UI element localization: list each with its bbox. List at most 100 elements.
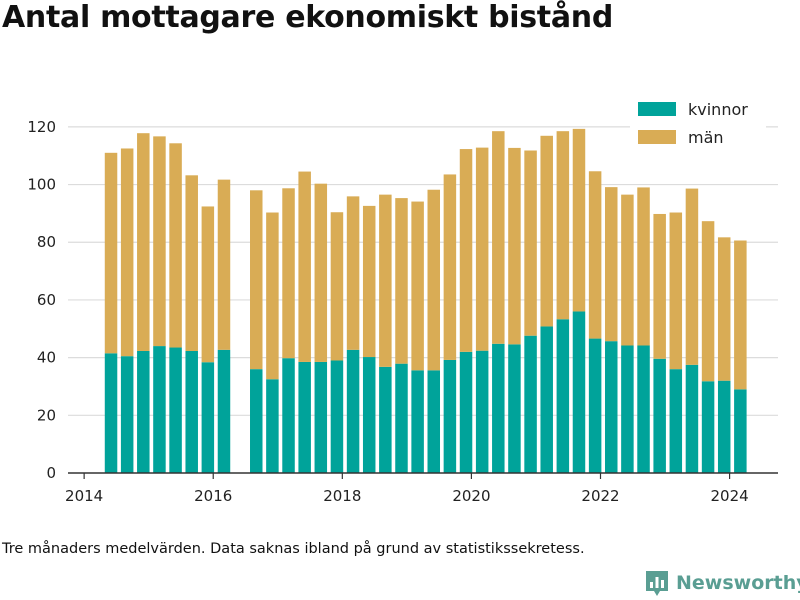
bar-kvinnor — [572, 311, 586, 473]
bar-man — [572, 128, 586, 312]
bar-kvinnor — [137, 350, 150, 473]
bar-kvinnor — [153, 346, 166, 473]
bar-man — [701, 221, 715, 382]
bar-man — [508, 147, 521, 345]
bar-kvinnor — [314, 361, 328, 473]
legend-swatch — [638, 102, 676, 116]
bar-kvinnor — [185, 350, 198, 473]
bar-man — [588, 171, 602, 339]
bar-man — [104, 152, 118, 354]
bar-man — [685, 188, 699, 365]
bar-kvinnor — [669, 369, 683, 473]
y-tick-label: 120 — [27, 118, 56, 136]
legend[interactable]: kvinnor män — [630, 95, 766, 157]
bar-kvinnor — [169, 347, 182, 473]
bar-kvinnor — [330, 360, 344, 473]
bar-kvinnor — [492, 343, 505, 473]
bar-kvinnor — [524, 335, 537, 473]
axes: 0 20 40 60 80 100 120 2014 2016 2018 2020 2022 2024 — [27, 118, 778, 505]
brand-logo[interactable]: Newsworthy — [644, 569, 800, 597]
bar-kvinnor — [685, 364, 699, 473]
bar-man — [201, 206, 215, 363]
y-tick-label: 20 — [37, 406, 56, 424]
bar-kvinnor — [556, 319, 570, 473]
bar-man — [669, 212, 683, 370]
bar-kvinnor — [411, 370, 424, 473]
bar-kvinnor — [282, 358, 295, 473]
bar-kvinnor — [508, 344, 521, 473]
bar-chart-logo-icon — [646, 571, 668, 596]
bar-man — [556, 131, 570, 320]
bar-man — [298, 171, 311, 362]
bar-man — [266, 212, 279, 380]
bar-kvinnor — [621, 345, 634, 473]
bar-man — [443, 174, 457, 360]
y-tick-label: 100 — [27, 176, 56, 194]
x-tick-label: 2022 — [581, 487, 619, 505]
chart-title: Antal mottagare ekonomiskt bistånd — [2, 0, 614, 35]
bar-man — [362, 205, 376, 358]
bar-man — [169, 143, 182, 348]
bars — [104, 128, 747, 473]
bar-kvinnor — [701, 381, 715, 473]
bar-man — [717, 237, 731, 381]
bar-kvinnor — [217, 349, 231, 473]
bar-man — [282, 188, 295, 359]
bar-man — [250, 190, 263, 370]
y-tick-label: 40 — [37, 349, 56, 367]
bar-kvinnor — [120, 356, 134, 473]
y-tick-label: 80 — [37, 233, 56, 251]
bar-man — [153, 136, 166, 347]
bar-kvinnor — [637, 345, 650, 473]
bar-kvinnor — [443, 359, 457, 473]
y-tick-label: 0 — [46, 464, 56, 482]
x-tick-label: 2018 — [323, 487, 361, 505]
bar-man — [605, 187, 618, 342]
bar-kvinnor — [201, 362, 215, 473]
bar-man — [330, 212, 344, 361]
bar-man — [185, 175, 198, 351]
bar-man — [120, 148, 134, 357]
bar-man — [734, 240, 747, 390]
bar-man — [459, 149, 473, 352]
bar-kvinnor — [346, 349, 360, 473]
x-tick-label: 2024 — [710, 487, 748, 505]
bar-man — [637, 187, 650, 346]
bar-man — [411, 201, 424, 371]
bar-kvinnor — [605, 341, 618, 473]
bar-kvinnor — [395, 363, 408, 473]
bar-man — [492, 131, 505, 344]
bar-kvinnor — [427, 370, 441, 473]
x-tick-label: 2020 — [452, 487, 490, 505]
bar-kvinnor — [588, 338, 602, 473]
bar-man — [475, 147, 489, 351]
bar-kvinnor — [104, 353, 118, 473]
bar-kvinnor — [362, 357, 376, 473]
legend-label[interactable]: kvinnor — [688, 100, 748, 119]
bar-man — [137, 133, 150, 351]
legend-swatch — [638, 130, 676, 144]
bar-kvinnor — [379, 366, 392, 473]
x-tick-label: 2016 — [194, 487, 232, 505]
footnote: Tre månaders medelvärden. Data saknas ib… — [2, 541, 585, 557]
x-tick-label: 2014 — [65, 487, 103, 505]
bar-kvinnor — [475, 350, 489, 473]
bar-man — [217, 179, 231, 350]
bar-kvinnor — [540, 326, 553, 473]
bar-man — [379, 194, 392, 367]
bar-man — [540, 135, 553, 327]
bar-kvinnor — [266, 379, 279, 473]
brand-name: Newsworthy — [676, 572, 800, 594]
bar-kvinnor — [717, 380, 731, 473]
bar-man — [621, 194, 634, 346]
bar-man — [653, 213, 666, 359]
bar-kvinnor — [250, 369, 263, 473]
bar-kvinnor — [653, 358, 666, 473]
bar-man — [427, 189, 441, 371]
bar-kvinnor — [734, 389, 747, 473]
legend-label[interactable]: män — [688, 128, 724, 147]
bar-kvinnor — [298, 361, 311, 473]
bar-kvinnor — [459, 351, 473, 473]
bar-man — [346, 196, 360, 350]
